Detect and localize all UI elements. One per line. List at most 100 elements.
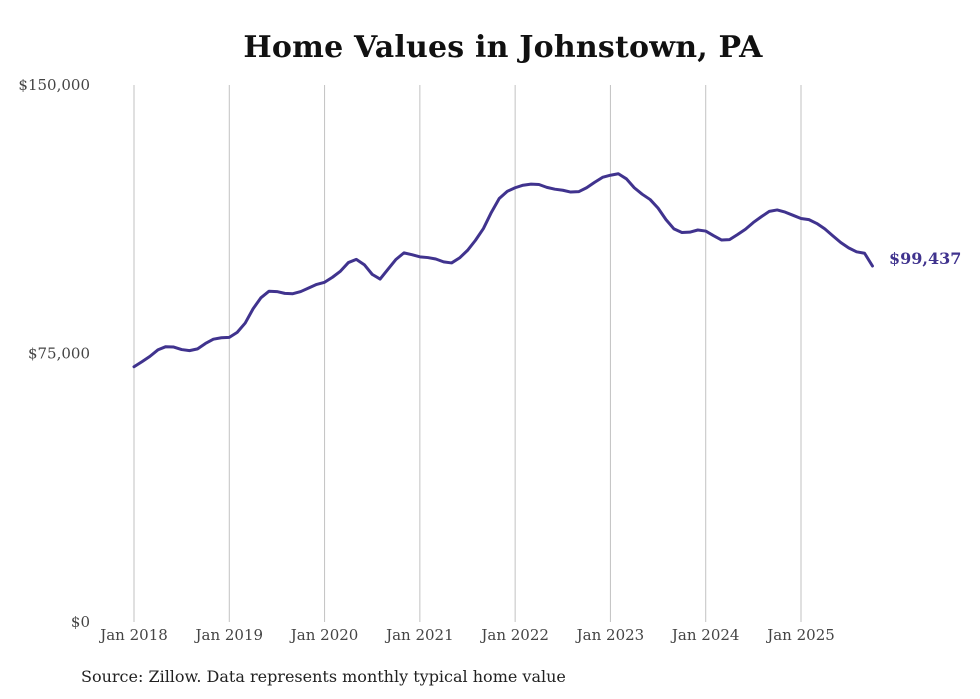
data-point: [133, 365, 136, 368]
data-point: [561, 189, 564, 192]
x-tick-label: Jan 2020: [289, 626, 359, 644]
data-point: [680, 231, 683, 234]
data-point: [379, 278, 382, 281]
data-point: [855, 250, 858, 253]
data-point: [800, 217, 803, 220]
data-point: [331, 276, 334, 279]
data-point: [188, 349, 191, 352]
chart-title: Home Values in Johnstown, PA: [243, 30, 763, 65]
data-point: [537, 183, 540, 186]
data-point: [847, 246, 850, 249]
data-point: [498, 197, 501, 200]
data-point: [204, 342, 207, 345]
data-point: [482, 227, 485, 230]
data-point: [283, 292, 286, 295]
data-point: [275, 290, 278, 293]
x-tick-label: Jan 2023: [575, 626, 645, 644]
data-point: [776, 208, 779, 211]
y-tick-label: $150,000: [18, 76, 90, 94]
data-point: [450, 261, 453, 264]
data-point: [617, 172, 620, 175]
x-tick-label: Jan 2018: [98, 626, 168, 644]
data-point: [434, 257, 437, 260]
data-point: [474, 239, 477, 242]
data-point: [442, 260, 445, 263]
data-point: [633, 186, 636, 189]
data-point: [355, 258, 358, 261]
data-point: [736, 233, 739, 236]
data-point: [704, 230, 707, 233]
data-point: [172, 346, 175, 349]
data-point: [593, 181, 596, 184]
data-point: [228, 336, 231, 339]
data-point: [339, 270, 342, 273]
series-layer: [132, 172, 874, 369]
data-point: [871, 265, 874, 268]
data-point: [807, 218, 810, 221]
data-point: [657, 207, 660, 210]
data-point: [569, 191, 572, 194]
data-point: [458, 256, 461, 259]
data-point: [720, 239, 723, 242]
data-point: [236, 331, 239, 334]
grid-layer: [133, 85, 802, 622]
data-point: [347, 261, 350, 264]
data-point: [784, 211, 787, 214]
data-point: [664, 218, 667, 221]
data-point: [760, 215, 763, 218]
data-point: [323, 281, 326, 284]
data-point: [220, 336, 223, 339]
data-point: [315, 283, 318, 286]
data-point: [553, 188, 556, 191]
data-point: [545, 186, 548, 189]
data-point: [371, 273, 374, 276]
data-point: [466, 249, 469, 252]
data-point: [792, 214, 795, 217]
data-point: [823, 227, 826, 230]
data-point: [514, 186, 517, 189]
data-point: [688, 231, 691, 234]
data-point: [395, 258, 398, 261]
data-point: [387, 268, 390, 271]
data-point: [831, 234, 834, 237]
data-point: [768, 210, 771, 213]
data-point: [490, 211, 493, 214]
data-point: [522, 184, 525, 187]
data-point: [418, 255, 421, 258]
data-point: [744, 228, 747, 231]
x-tick-label: Jan 2025: [765, 626, 835, 644]
data-point: [712, 234, 715, 237]
x-tick-label: Jan 2019: [194, 626, 264, 644]
data-point: [641, 193, 644, 196]
data-point: [148, 355, 151, 358]
data-point: [728, 238, 731, 241]
data-point: [180, 348, 183, 351]
y-tick-label: $75,000: [28, 345, 90, 363]
x-tick-label: Jan 2024: [670, 626, 740, 644]
data-point: [863, 252, 866, 255]
data-point: [260, 296, 263, 299]
data-point: [696, 228, 699, 231]
data-point: [839, 241, 842, 244]
data-point: [672, 227, 675, 230]
x-tick-label: Jan 2022: [479, 626, 549, 644]
data-point: [601, 176, 604, 179]
data-point: [609, 174, 612, 177]
data-point: [426, 256, 429, 259]
data-point: [140, 360, 143, 363]
data-point: [815, 222, 818, 225]
data-point: [212, 338, 215, 341]
data-point: [577, 190, 580, 193]
x-tick-label: Jan 2021: [384, 626, 454, 644]
data-point: [410, 253, 413, 256]
series-line: [132, 172, 874, 369]
source-note: Source: Zillow. Data represents monthly …: [81, 667, 566, 686]
data-point: [585, 186, 588, 189]
data-point: [752, 221, 755, 224]
data-point: [363, 263, 366, 266]
data-point: [625, 177, 628, 180]
end-value-label: $99,437: [889, 249, 961, 268]
data-point: [244, 322, 247, 325]
data-point: [268, 290, 271, 293]
